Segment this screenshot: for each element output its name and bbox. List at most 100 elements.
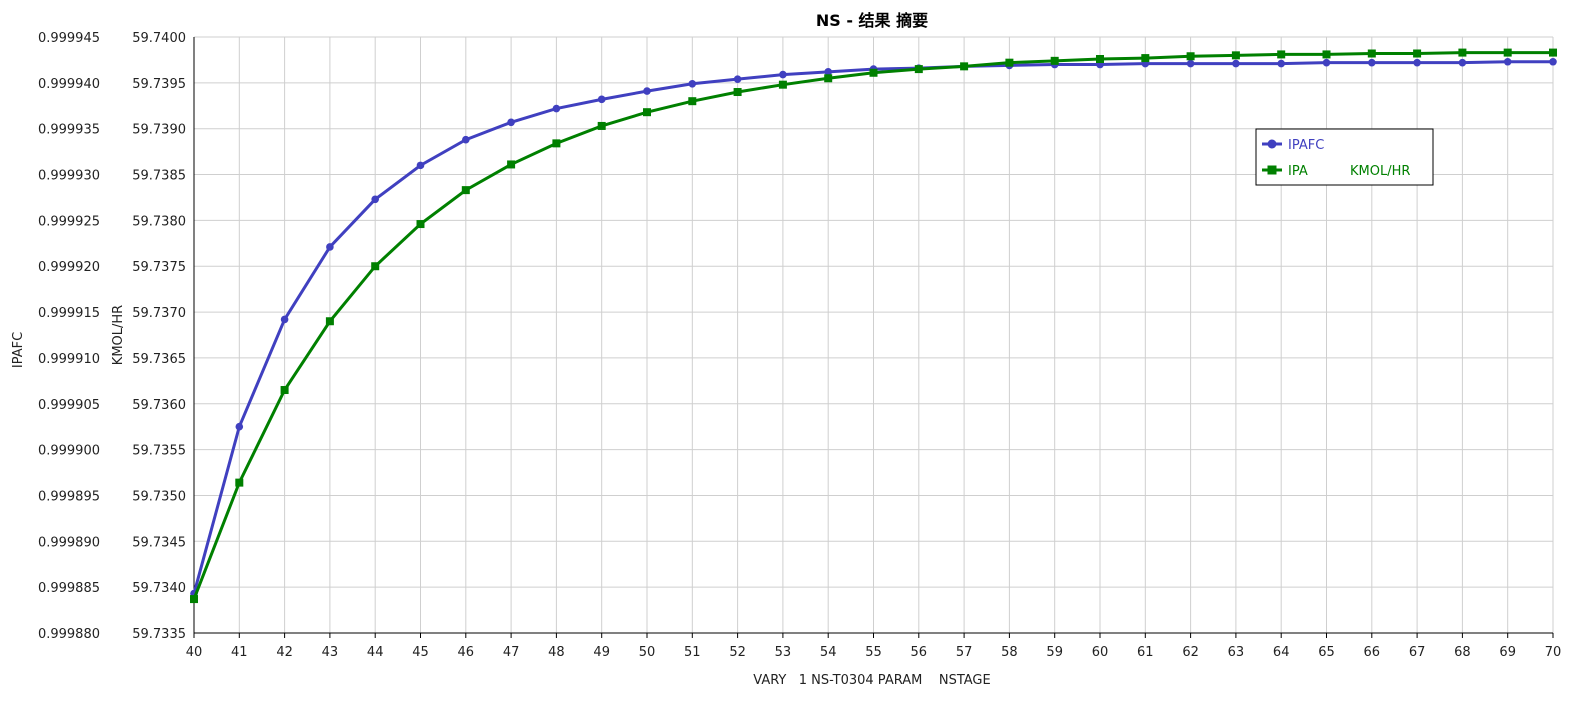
y-tick-label-left: 0.999930 (38, 169, 100, 184)
data-point-ipa (914, 65, 923, 74)
series-group (190, 48, 1557, 604)
y-axis-label-left: IPAFC (11, 332, 26, 368)
x-tick-label: 65 (1318, 645, 1335, 660)
data-point-ipa (1413, 49, 1422, 58)
y-tick-label-right: 59.7340 (132, 581, 186, 596)
x-tick-label: 66 (1364, 645, 1381, 660)
x-tick-label: 47 (503, 645, 520, 660)
x-tick-label: 52 (729, 645, 746, 660)
x-tick-label: 64 (1273, 645, 1290, 660)
data-point-ipafc (1277, 59, 1285, 68)
y-tick-label-left: 0.999915 (38, 306, 100, 321)
y-tick-label-right: 59.7355 (132, 444, 186, 459)
y-tick-label-left: 0.999885 (38, 581, 100, 596)
x-tick-label: 56 (911, 645, 928, 660)
y-tick-label-left: 0.999895 (38, 489, 100, 504)
y-tick-label-right: 59.7400 (132, 31, 186, 46)
grid (193, 36, 1554, 634)
y-tick-label-right: 59.7370 (132, 306, 186, 321)
legend-label-ipafc: IPAFC (1288, 138, 1324, 153)
data-point-ipa (416, 220, 425, 229)
data-point-ipa (1458, 48, 1467, 57)
data-point-ipafc (1458, 58, 1467, 67)
y-tick-label-right: 59.7375 (132, 260, 186, 275)
data-point-ipafc (779, 70, 787, 79)
data-point-ipafc (1232, 59, 1240, 68)
y-tick-label-left: 0.999925 (38, 214, 100, 229)
data-point-ipa (1141, 54, 1150, 63)
data-point-ipafc (326, 243, 334, 251)
y-tick-label-left: 0.999935 (38, 123, 100, 138)
y-tick-label-left: 0.999940 (38, 77, 100, 92)
x-tick-label: 67 (1409, 645, 1426, 660)
data-point-ipafc (597, 95, 606, 104)
data-point-ipa (733, 88, 742, 97)
y-tick-label-right: 59.7335 (132, 627, 186, 642)
y-tick-label-right: 59.7345 (132, 535, 186, 550)
x-tick-label: 60 (1092, 645, 1109, 660)
legend-label-ipa: IPA (1288, 164, 1308, 179)
y-tick-label-right: 59.7390 (132, 123, 186, 138)
x-tick-label: 58 (1001, 645, 1018, 660)
data-point-ipafc (1413, 58, 1421, 67)
x-tick-label: 41 (231, 645, 248, 660)
y-tick-label-right: 59.7385 (132, 169, 186, 184)
data-point-ipa (1277, 50, 1286, 59)
data-point-ipa (960, 62, 969, 71)
data-point-ipafc (688, 79, 697, 88)
legend-unit-ipa: KMOL/HR (1350, 164, 1410, 179)
y-tick-label-right: 59.7380 (132, 214, 186, 229)
data-point-ipa (1367, 49, 1376, 58)
x-tick-label: 59 (1046, 645, 1063, 660)
y-tick-label-right: 59.7365 (132, 352, 186, 367)
data-point-ipafc (371, 195, 380, 204)
data-point-ipafc (824, 68, 832, 76)
data-point-ipa (1050, 56, 1059, 65)
data-point-ipafc (235, 422, 244, 431)
x-tick-label: 49 (593, 645, 610, 660)
x-axis-label: VARY 1 NS-T0304 PARAM NSTAGE (753, 673, 990, 688)
x-tick-label: 43 (322, 645, 339, 660)
y-tick-label-right: 59.7395 (132, 77, 186, 92)
data-point-ipa (1005, 58, 1014, 67)
axes: 0.999880 59.7335 0.999885 59.7340 0.999890 59… (38, 31, 1561, 660)
data-point-ipa (1096, 55, 1104, 64)
data-point-ipa (643, 108, 651, 117)
data-point-ipa (461, 186, 470, 195)
data-point-ipa (869, 68, 878, 77)
data-point-ipafc (1322, 58, 1331, 67)
data-point-ipafc (1368, 58, 1376, 67)
x-tick-label: 53 (775, 645, 792, 660)
data-point-ipa (552, 139, 561, 148)
y-tick-label-left: 0.999905 (38, 398, 100, 413)
legend-box (1255, 128, 1434, 186)
data-point-ipafc (1549, 57, 1557, 66)
x-tick-label: 57 (956, 645, 973, 660)
x-tick-label: 42 (276, 645, 293, 660)
data-point-ipa (1322, 50, 1331, 59)
data-point-ipafc (462, 135, 470, 144)
y-tick-label-left: 0.999920 (38, 260, 100, 275)
data-point-ipafc (507, 118, 515, 127)
x-tick-label: 63 (1228, 645, 1245, 660)
data-point-ipa (824, 74, 833, 83)
x-tick-label: 69 (1499, 645, 1516, 660)
data-point-ipa (190, 595, 198, 604)
y-tick-label-left: 0.999890 (38, 535, 100, 550)
x-tick-label: 40 (186, 645, 203, 660)
y-tick-label-left: 0.999900 (38, 444, 100, 459)
data-point-ipa (235, 478, 244, 487)
data-point-ipa (1503, 48, 1512, 57)
data-point-ipafc (643, 87, 651, 95)
data-point-ipafc (416, 161, 425, 170)
y-tick-label-left: 0.999910 (38, 352, 100, 367)
y-tick-label-right: 59.7350 (132, 489, 186, 504)
data-point-ipa (778, 80, 787, 89)
data-point-ipa (280, 386, 289, 395)
legend[interactable]: IPAFC IPA KMOL/HR (1255, 128, 1434, 186)
data-point-ipa (371, 262, 380, 271)
data-point-ipafc (280, 315, 289, 324)
x-tick-label: 46 (458, 645, 475, 660)
x-tick-label: 61 (1137, 645, 1154, 660)
